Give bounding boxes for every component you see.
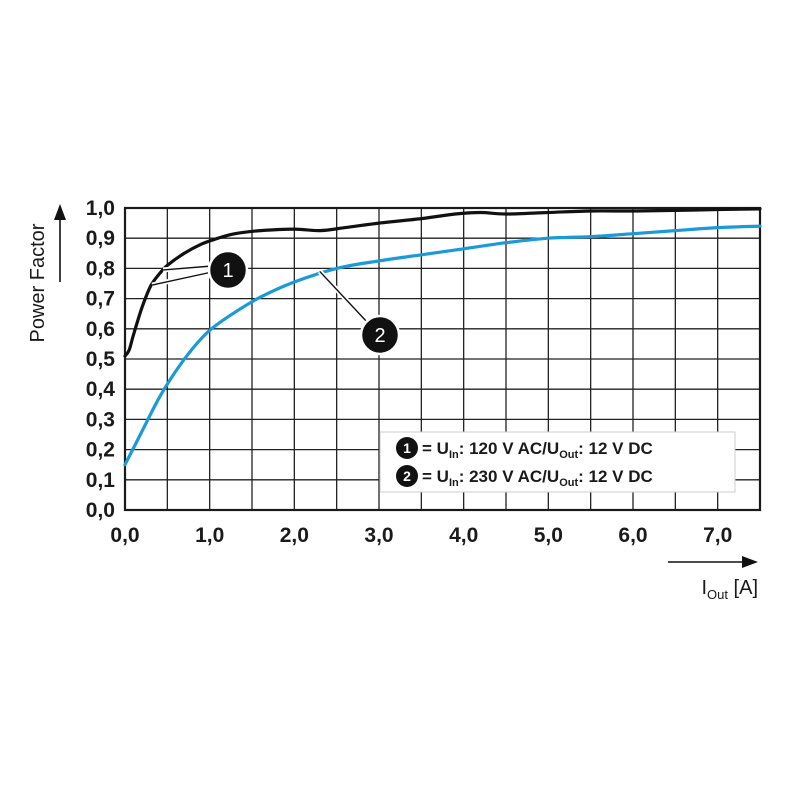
- y-tick-label: 0,1: [86, 469, 116, 492]
- y-tick-label: 0,6: [86, 318, 115, 341]
- y-tick-label: 0,3: [86, 408, 115, 431]
- series-layer: [123, 207, 762, 467]
- callout-2: 2: [317, 269, 401, 356]
- legend-label: = UIn: 120 V AC/UOut: 12 V DC: [422, 439, 653, 461]
- plot-frame: [123, 206, 762, 512]
- series-line-2: [123, 224, 762, 467]
- x-tick-label: 4,0: [449, 524, 478, 547]
- y-axis-title: Power Factor: [27, 223, 49, 342]
- x-tick-label: 1,0: [195, 524, 224, 547]
- callout-badge: [359, 314, 401, 356]
- legend-number: 2: [403, 468, 411, 484]
- x-axis-title: IOut [A]: [701, 577, 758, 602]
- x-tick-label: 6,0: [618, 524, 647, 547]
- legend-entry-2: 2 = UIn: 230 V AC/UOut: 12 V DC: [396, 465, 653, 489]
- x-tick-label: 7,0: [703, 524, 732, 547]
- callout-1: 1: [151, 249, 249, 291]
- y-tick-label: 0,0: [86, 499, 115, 522]
- y-tick-label: 0,2: [86, 439, 115, 462]
- axes: 0,0 0,1 0,2 0,3 0,4 0,5 0,6 0,7 0,8 0,9 1,0 0,0 1,0 2…: [86, 197, 732, 547]
- y-tick-label: 1,0: [86, 197, 115, 220]
- callout-leader: [319, 270, 369, 324]
- legend-box: [379, 431, 736, 493]
- y-axis-arrowhead: [54, 204, 66, 220]
- axis-labels: Power Factor IOut [A]: [27, 204, 758, 602]
- x-axis-arrowhead: [742, 556, 758, 568]
- x-tick-label: 0,0: [110, 524, 139, 547]
- legend-number: 1: [403, 440, 411, 456]
- legend-badge: [396, 437, 418, 459]
- y-tick-label: 0,8: [86, 257, 116, 280]
- y-tick-label: 0,4: [86, 378, 116, 401]
- legend-label: = UIn: 230 V AC/UOut: 12 V DC: [422, 467, 653, 489]
- x-tick-label: 5,0: [534, 524, 563, 547]
- callout-leader: [151, 271, 213, 286]
- series-line-1: [123, 207, 762, 358]
- legend-entry-1: 1 = UIn: 120 V AC/UOut: 12 V DC: [396, 437, 653, 461]
- x-tick-label: 3,0: [364, 524, 393, 547]
- callout-number: 1: [222, 260, 233, 282]
- callout-badge: [207, 249, 249, 291]
- y-tick-label: 0,7: [86, 288, 115, 311]
- x-tick-label: 2,0: [280, 524, 309, 547]
- annotations: 12: [151, 249, 401, 356]
- legend: 1 = UIn: 120 V AC/UOut: 12 V DC 2 = UIn: 23…: [379, 431, 736, 493]
- callout-leader: [163, 265, 213, 271]
- y-tick-label: 0,5: [86, 348, 116, 371]
- legend-badge: [396, 465, 418, 487]
- callout-number: 2: [374, 325, 385, 347]
- y-tick-label: 0,9: [86, 227, 115, 250]
